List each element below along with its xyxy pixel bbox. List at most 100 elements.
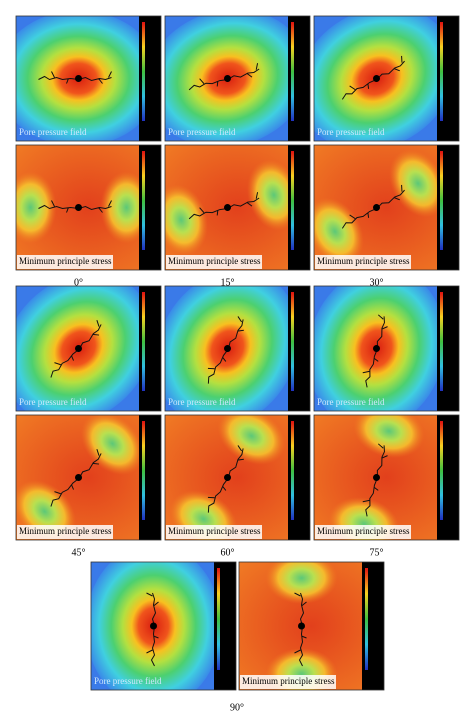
- stress-lobe: [81, 415, 144, 475]
- panel-border: [164, 15, 311, 142]
- wellbore: [224, 75, 231, 82]
- colorbar: [440, 421, 443, 520]
- rotated-field: [165, 16, 309, 141]
- panel-border: [313, 285, 460, 412]
- colorbar: [142, 292, 145, 391]
- fracture: [294, 592, 307, 667]
- panel-border: [238, 561, 385, 691]
- panel-border: [313, 144, 460, 271]
- wellbore: [75, 75, 82, 82]
- panel-border: [164, 414, 311, 541]
- panel-label: Pore pressure field: [317, 397, 385, 407]
- wellbore: [373, 474, 380, 481]
- stress-lobe: [16, 171, 57, 244]
- wellbore: [373, 345, 380, 353]
- fracture: [188, 192, 260, 220]
- panel-border: [15, 144, 162, 271]
- panel-label: Pore pressure field: [317, 127, 385, 137]
- panel-border: [164, 144, 311, 271]
- panel-label: Minimum principle stress: [242, 676, 335, 686]
- label-bg: [240, 675, 336, 689]
- fracture: [188, 63, 260, 91]
- panel-border: [15, 414, 162, 541]
- fracture: [362, 314, 388, 388]
- wellbore: [224, 345, 231, 352]
- colorbar: [291, 151, 294, 250]
- rotated-field: [16, 286, 154, 411]
- panel: Minimum principle stress: [239, 562, 384, 690]
- panel: Pore pressure field: [314, 16, 459, 141]
- wellbore: [373, 204, 380, 211]
- colorbar: [440, 292, 443, 391]
- rotated-field: [314, 16, 456, 141]
- stress-lobe: [165, 184, 208, 256]
- stress-lobe: [217, 415, 286, 465]
- wellbore: [75, 474, 82, 481]
- wellbore: [224, 474, 231, 481]
- angle-label: 0°: [74, 277, 83, 288]
- panel-label: Minimum principle stress: [168, 526, 261, 536]
- wellbore: [298, 622, 305, 630]
- panel: Minimum principle stress: [16, 145, 161, 270]
- fracture: [341, 55, 405, 100]
- colorbar: [142, 151, 145, 250]
- colorbar: [440, 22, 443, 121]
- colorbar: [365, 568, 368, 670]
- wellbore: [75, 345, 82, 352]
- panel-label: Minimum principle stress: [19, 256, 112, 266]
- panel: Pore pressure field: [314, 286, 459, 411]
- panel: Minimum principle stress: [165, 145, 310, 270]
- stress-lobe: [314, 197, 364, 266]
- panel-border: [15, 285, 162, 412]
- colorbar: [440, 151, 443, 250]
- panel: Minimum principle stress: [314, 145, 459, 270]
- panel-label: Minimum principle stress: [317, 256, 410, 266]
- angle-label: 30°: [370, 277, 384, 288]
- fracture: [146, 592, 159, 667]
- wellbore: [150, 622, 157, 630]
- label-bg: [315, 525, 411, 539]
- label-bg: [166, 525, 262, 539]
- fracture: [207, 445, 244, 513]
- label-bg: [17, 255, 113, 269]
- panel: Pore pressure field: [91, 562, 236, 690]
- panel-border: [90, 561, 237, 691]
- panel-label: Minimum principle stress: [168, 256, 261, 266]
- fracture: [50, 320, 102, 378]
- colorbar: [142, 22, 145, 121]
- stress-lobe: [265, 562, 338, 604]
- panel-label: Pore pressure field: [19, 127, 87, 137]
- rotated-field: [314, 286, 446, 411]
- fracture: [50, 449, 102, 507]
- fracture: [38, 71, 112, 84]
- wellbore: [75, 204, 82, 211]
- panel-label: Pore pressure field: [168, 127, 236, 137]
- angle-label: 60°: [221, 547, 235, 558]
- panel-border: [15, 15, 162, 142]
- angle-label: 45°: [72, 547, 86, 558]
- label-bg: [17, 525, 113, 539]
- panel: Pore pressure field: [165, 286, 310, 411]
- fracture: [341, 184, 405, 229]
- wellbore: [224, 204, 231, 211]
- fracture: [362, 443, 388, 517]
- wellbore: [373, 74, 380, 82]
- panel-label: Minimum principle stress: [19, 526, 112, 536]
- panel-label: Minimum principle stress: [317, 526, 410, 536]
- fracture: [38, 200, 112, 213]
- panel: Minimum principle stress: [16, 415, 161, 540]
- panel: Minimum principle stress: [314, 415, 459, 540]
- panel: Minimum principle stress: [165, 415, 310, 540]
- angle-label: 75°: [370, 547, 384, 558]
- panel-border: [313, 414, 460, 541]
- rotated-field: [91, 562, 222, 690]
- rotated-field: [165, 159, 301, 256]
- panel-label: Pore pressure field: [19, 397, 87, 407]
- panel-label: Pore pressure field: [168, 397, 236, 407]
- panel: Pore pressure field: [16, 16, 161, 141]
- panel: Pore pressure field: [165, 16, 310, 141]
- panel-border: [313, 15, 460, 142]
- rotated-field: [314, 149, 447, 266]
- label-bg: [315, 255, 411, 269]
